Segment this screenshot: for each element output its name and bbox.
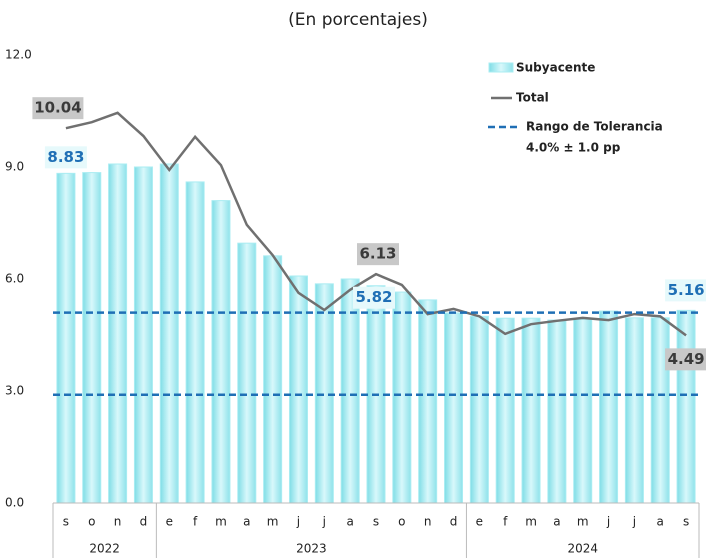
label-box xyxy=(44,146,87,169)
y-tick-label: 3.0 xyxy=(5,384,24,398)
bar xyxy=(392,291,412,504)
x-tick-label: s xyxy=(63,515,69,529)
bar xyxy=(495,317,515,504)
x-tick-label: f xyxy=(503,515,508,529)
x-tick-label: s xyxy=(373,515,379,529)
bar xyxy=(521,317,541,504)
bar xyxy=(573,318,593,504)
x-tick-label: o xyxy=(398,515,405,529)
bar xyxy=(263,255,283,504)
bar xyxy=(82,172,102,504)
year-label: 2024 xyxy=(567,542,598,556)
chart-subtitle: (En porcentajes) xyxy=(288,10,428,30)
data-label: 6.13 xyxy=(359,245,396,263)
label-box xyxy=(665,348,706,371)
y-tick-label: 6.0 xyxy=(5,272,24,286)
label-box xyxy=(665,279,706,302)
x-tick-label: j xyxy=(322,515,326,529)
bar xyxy=(56,172,76,504)
x-tick-label: d xyxy=(450,515,458,529)
legend-label: Subyacente xyxy=(516,61,595,75)
x-tick-label: e xyxy=(476,515,483,529)
legend-bar xyxy=(488,62,514,73)
data-label: 5.82 xyxy=(355,288,392,306)
bar xyxy=(314,283,334,504)
bar xyxy=(599,310,619,504)
bar xyxy=(159,163,179,504)
bar xyxy=(185,181,205,504)
bar xyxy=(237,242,257,504)
bar xyxy=(418,299,438,504)
data-label: 10.04 xyxy=(34,99,81,117)
x-tick-label: f xyxy=(193,515,198,529)
bar xyxy=(676,309,696,504)
bar xyxy=(444,312,464,504)
label-box xyxy=(32,97,84,120)
bar xyxy=(211,200,231,504)
bar xyxy=(288,275,308,504)
x-tick-label: e xyxy=(166,515,173,529)
x-tick-label: d xyxy=(140,515,148,529)
bar xyxy=(624,317,644,504)
x-tick-label: j xyxy=(632,515,636,529)
y-tick-label: 0.0 xyxy=(5,496,24,510)
legend-label: Total xyxy=(516,91,549,105)
data-label: 4.49 xyxy=(668,350,705,368)
x-tick-label: a xyxy=(553,515,560,529)
x-tick-label: s xyxy=(683,515,689,529)
x-tick-label: n xyxy=(114,515,122,529)
x-tick-label: j xyxy=(296,515,300,529)
x-tick-label: n xyxy=(424,515,432,529)
bar xyxy=(133,166,153,504)
data-label: 5.16 xyxy=(668,281,705,299)
bar xyxy=(650,317,670,504)
bar xyxy=(469,315,489,504)
x-tick-label: a xyxy=(657,515,664,529)
year-label: 2023 xyxy=(296,542,327,556)
y-tick-label: 9.0 xyxy=(5,160,24,174)
x-tick-label: o xyxy=(88,515,95,529)
legend-label: Rango de Tolerancia xyxy=(526,120,663,134)
x-tick-label: m xyxy=(577,515,589,529)
x-tick-label: m xyxy=(267,515,279,529)
x-tick-label: j xyxy=(606,515,610,529)
label-box xyxy=(353,286,395,309)
bar xyxy=(547,319,567,504)
line xyxy=(65,111,687,337)
x-tick-label: m xyxy=(215,515,227,529)
bar xyxy=(108,163,128,504)
data-label: 8.83 xyxy=(47,148,84,166)
year-label: 2022 xyxy=(89,542,120,556)
legend-label: 4.0% ± 1.0 pp xyxy=(526,141,621,155)
label-box xyxy=(357,243,399,266)
y-tick-label: 12.0 xyxy=(5,48,32,62)
x-tick-label: a xyxy=(243,515,250,529)
x-tick-label: a xyxy=(346,515,353,529)
x-tick-label: m xyxy=(525,515,537,529)
